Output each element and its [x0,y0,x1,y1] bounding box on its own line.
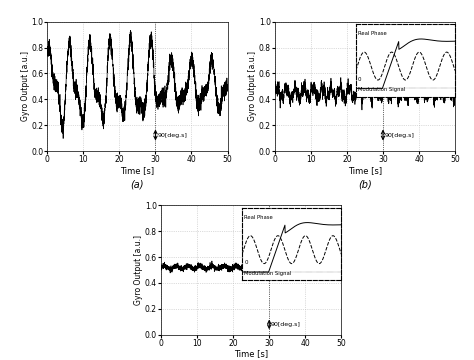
Y-axis label: Gyro Output [a.u.]: Gyro Output [a.u.] [21,51,30,121]
X-axis label: Time [s]: Time [s] [234,349,268,358]
Text: (a): (a) [131,180,144,189]
Text: 90[deg.s]: 90[deg.s] [385,132,415,138]
Text: 90[deg.s]: 90[deg.s] [271,322,301,327]
Y-axis label: Gyro Output [a.u.]: Gyro Output [a.u.] [135,235,144,305]
X-axis label: Time [s]: Time [s] [348,166,382,175]
Text: (b): (b) [358,180,372,189]
Text: 90[deg.s]: 90[deg.s] [157,132,187,138]
X-axis label: Time [s]: Time [s] [120,166,155,175]
Y-axis label: Gyro Output [a.u.]: Gyro Output [a.u.] [248,51,257,121]
